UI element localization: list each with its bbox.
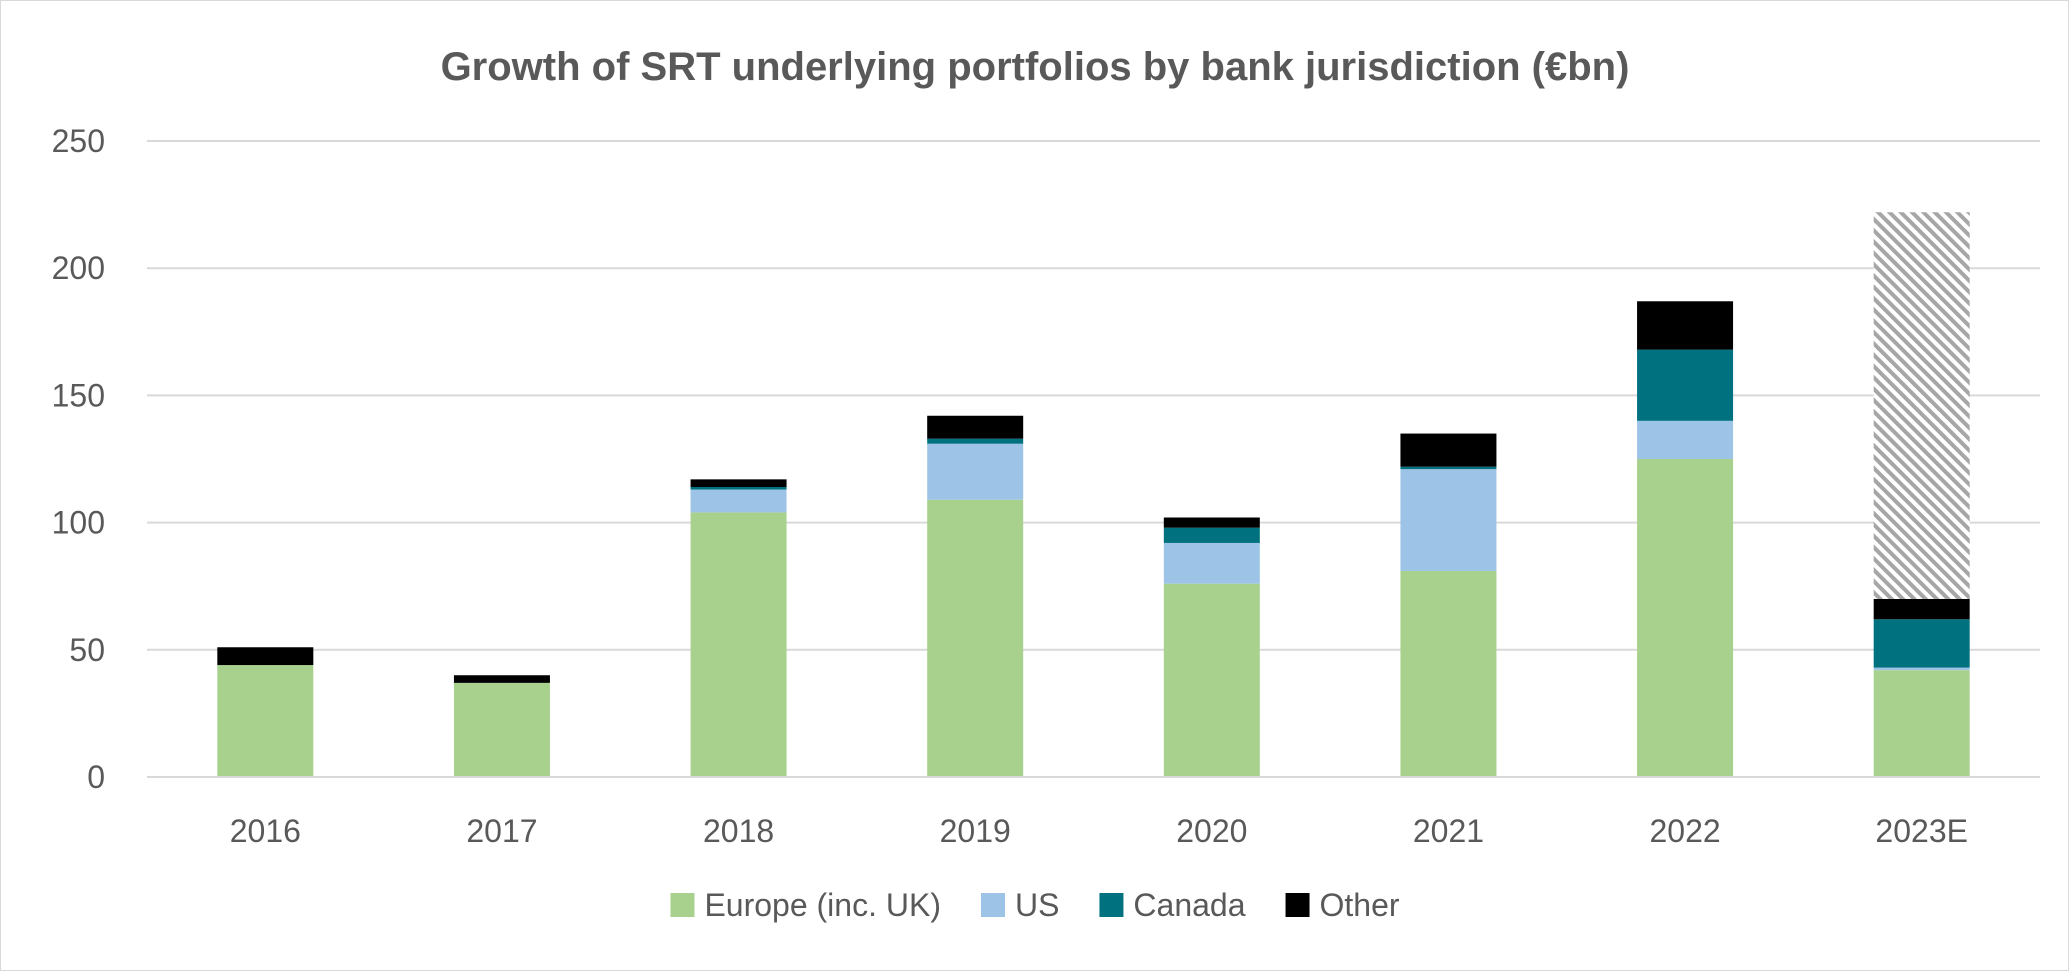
bar-segment-other-2016	[217, 647, 314, 666]
bar-segment-us-2019	[927, 443, 1024, 500]
bar-segment-europe-inc-uk--2018	[690, 512, 787, 777]
bar-segment-other-2021	[1400, 433, 1497, 467]
bars	[217, 212, 1970, 777]
y-tick-label: 200	[52, 250, 105, 286]
bar-segment-us-2022	[1637, 420, 1734, 459]
bar-segment-europe-inc-uk--2016	[217, 665, 314, 777]
bar-segment-us-2023E	[1873, 667, 1970, 671]
bar-segment-europe-inc-uk--2019	[927, 499, 1024, 777]
y-tick-label: 150	[52, 377, 105, 413]
x-tick-label: 2019	[940, 813, 1011, 849]
legend-swatch-canada	[1099, 893, 1124, 917]
bar-segment-canada-2022	[1637, 349, 1734, 421]
bar-segment-europe-inc-uk--2021	[1400, 570, 1497, 777]
x-tick-label: 2018	[703, 813, 774, 849]
legend-label-europe-inc-uk-: Europe (inc. UK)	[704, 887, 941, 923]
x-axis: 2016 2017 2018 2019 2020 2021 2022 2023E	[147, 776, 2040, 849]
bar-segment-us-2018	[690, 489, 787, 513]
bar-segment-other-2017	[453, 675, 550, 683]
x-tick-label: 2020	[1176, 813, 1247, 849]
legend-swatch-other	[1285, 893, 1310, 917]
bar-segment-other-2020	[1163, 517, 1260, 528]
legend: Europe (inc. UK) US Canada Other	[670, 887, 1400, 923]
legend-label-us: US	[1015, 887, 1059, 923]
y-tick-label: 250	[52, 123, 105, 159]
projection-bar-2023E	[1873, 212, 1970, 599]
bar-segment-canada-2020	[1163, 527, 1260, 543]
y-tick-label: 100	[52, 505, 105, 541]
bar-segment-europe-inc-uk--2023E	[1873, 670, 1970, 777]
bar-segment-us-2021	[1400, 469, 1497, 571]
bar-segment-canada-2021	[1400, 466, 1497, 470]
bar-segment-other-2022	[1637, 301, 1734, 350]
gridlines	[147, 140, 2040, 778]
bar-segment-canada-2019	[927, 438, 1024, 444]
legend-swatch-europe-inc-uk-	[670, 893, 695, 917]
x-tick-label: 2021	[1413, 813, 1484, 849]
legend-swatch-us	[980, 893, 1005, 917]
bar-segment-canada-2023E	[1873, 619, 1970, 668]
bar-segment-europe-inc-uk--2020	[1163, 583, 1260, 777]
x-tick-label: 2023E	[1875, 813, 1968, 849]
legend-label-other: Other	[1320, 887, 1400, 923]
bar-segment-other-2019	[927, 415, 1024, 439]
x-tick-label: 2022	[1649, 813, 1720, 849]
bar-segment-other-2023E	[1873, 598, 1970, 620]
x-tick-label: 2017	[466, 813, 537, 849]
chart-title: Growth of SRT underlying portfolios by b…	[441, 45, 1630, 89]
y-tick-label: 0	[87, 759, 105, 795]
bar-segment-europe-inc-uk--2017	[453, 682, 550, 777]
y-tick-label: 50	[69, 632, 105, 668]
bar-segment-europe-inc-uk--2022	[1637, 459, 1734, 777]
legend-label-canada: Canada	[1133, 887, 1245, 923]
y-axis: 0 50 100 150 200 250	[52, 123, 105, 795]
bar-segment-canada-2018	[690, 486, 787, 490]
x-tick-label: 2016	[230, 813, 301, 849]
bar-segment-other-2018	[690, 479, 787, 487]
bar-segment-us-2020	[1163, 542, 1260, 584]
